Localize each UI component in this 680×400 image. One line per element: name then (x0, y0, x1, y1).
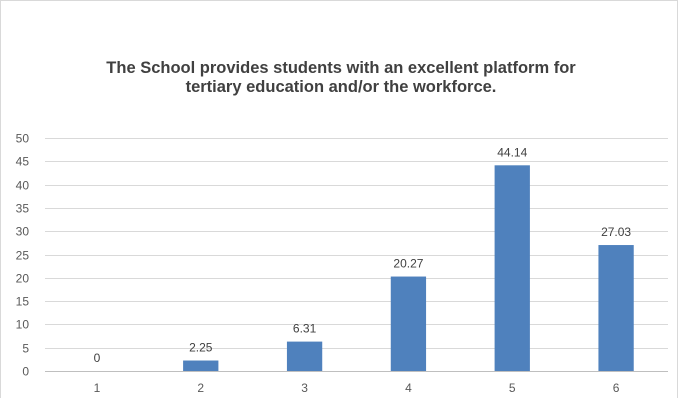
x-tick-label-2: 2 (197, 381, 204, 395)
data-label-2: 2.25 (189, 341, 213, 355)
chart-title: The School provides students with an exc… (31, 59, 651, 97)
bar-6 (598, 245, 634, 371)
y-tick-label: 30 (16, 225, 30, 239)
x-tick-label-1: 1 (94, 381, 101, 395)
y-tick-label: 40 (16, 179, 30, 193)
chart-title-line-2: tertiary education and/or the workforce. (185, 78, 497, 96)
y-tick-label: 20 (16, 272, 30, 286)
data-label-5: 44.14 (497, 145, 527, 159)
y-tick-label: 35 (16, 202, 30, 216)
chart-title-line-1: The School provides students with an exc… (106, 59, 576, 77)
data-label-4: 20.27 (393, 257, 423, 271)
x-tick-label-4: 4 (405, 381, 412, 395)
data-label-1: 0 (94, 351, 101, 365)
bar-2 (183, 360, 219, 371)
bar-4 (390, 276, 427, 371)
x-tick-label-5: 5 (509, 381, 516, 395)
y-tick-label: 5 (22, 342, 29, 356)
data-label-6: 27.03 (601, 225, 631, 239)
data-label-3: 6.31 (293, 322, 317, 336)
y-tick-label: 45 (16, 155, 30, 169)
x-tick-label-6: 6 (613, 381, 620, 395)
bar-3 (286, 341, 323, 371)
y-tick-label: 50 (16, 132, 30, 146)
y-tick-label: 15 (16, 295, 30, 309)
y-tick-label: 10 (16, 318, 30, 332)
x-tick-label-3: 3 (301, 381, 308, 395)
y-tick-label: 0 (22, 365, 29, 379)
y-tick-label: 25 (16, 249, 30, 263)
bar-5 (494, 165, 530, 371)
